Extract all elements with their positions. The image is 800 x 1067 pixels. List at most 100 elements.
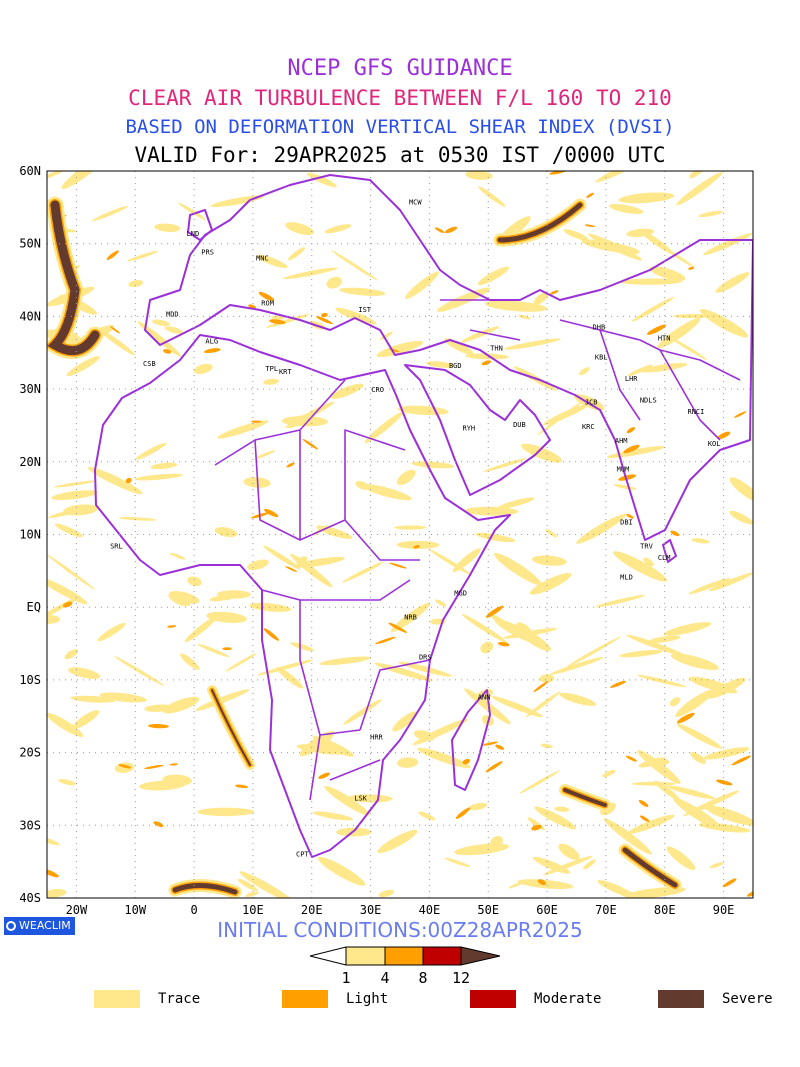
trace-patch [631, 781, 676, 786]
madagascar-coast [451, 689, 491, 791]
logo-ring-icon [6, 921, 16, 931]
trace-patch [539, 674, 555, 683]
trace-patch [657, 317, 701, 349]
station-label: TPL [265, 365, 278, 373]
station-label: ROM [261, 300, 274, 308]
trace-patch [534, 806, 577, 830]
trace-patch [715, 272, 750, 293]
trace-patch [426, 361, 455, 368]
light-patch [626, 513, 634, 519]
trace-patch [187, 576, 202, 587]
trace-patch [429, 549, 472, 575]
trace-patch [627, 364, 653, 377]
trace-patch [47, 614, 61, 624]
trace-patch [545, 529, 557, 538]
lon-label: 10W [124, 903, 146, 917]
light-patch [222, 647, 232, 651]
station-label: MUM [617, 465, 630, 473]
light-patch [731, 755, 751, 766]
station-label: HRR [370, 734, 383, 742]
trace-patch [206, 611, 247, 623]
trace-patch [417, 747, 471, 769]
light-patch [626, 427, 636, 434]
light-patch [258, 291, 275, 302]
trace-patch [331, 250, 378, 281]
trace-patch [290, 642, 314, 652]
trace-patch [444, 338, 474, 355]
lat-label: 30S [19, 818, 41, 832]
lon-label: 60E [536, 903, 558, 917]
trace-patch [673, 797, 723, 831]
trace-patch [690, 752, 707, 764]
trace-patch [508, 879, 530, 889]
trace-patch [312, 811, 354, 821]
light-patch [153, 821, 164, 828]
trace-patch [319, 656, 372, 666]
trace-patch [361, 484, 412, 501]
trace-patch [494, 553, 542, 586]
trace-patch [519, 770, 560, 794]
trace-patch [649, 266, 686, 281]
light-patch [302, 439, 319, 450]
light-patch [586, 192, 594, 198]
light-patch [144, 764, 164, 769]
trace-patch [464, 506, 519, 516]
station-label: KRC [582, 423, 595, 431]
trace-patch [529, 572, 572, 595]
trace-patch [729, 510, 753, 525]
trace-patch [377, 829, 418, 854]
light-patch [235, 784, 248, 789]
legend-trace-swatch [94, 990, 140, 1008]
trace-patch [698, 210, 723, 218]
trace-patch [282, 267, 339, 280]
trace-patch [154, 223, 181, 232]
station-label: DUB [513, 421, 526, 429]
severe-band [47, 200, 100, 356]
lon-label: 80E [654, 903, 676, 917]
light-patch [434, 227, 445, 233]
trace-patch [578, 367, 590, 376]
longitude-labels: 20W 10W 0 10E 20E 30E 40E 50E 60E 70E 80E 90E [66, 903, 735, 917]
trace-patch [216, 590, 251, 599]
uk-coast [187, 209, 213, 241]
trace-patch [688, 578, 731, 595]
station-label: DRS [419, 654, 432, 662]
light-patch [167, 625, 177, 628]
trace-patch [195, 689, 250, 711]
trace-patch [558, 843, 580, 860]
trace-patch [342, 561, 384, 583]
lat-label: 40N [19, 309, 41, 323]
light-patch [203, 348, 221, 354]
light-patch [148, 723, 169, 729]
trace-patch [306, 172, 337, 188]
graticule [47, 171, 753, 898]
light-patch [495, 744, 505, 750]
trace-patch [460, 326, 500, 343]
legend-moderate-swatch [470, 990, 516, 1008]
trace-patch [245, 891, 259, 897]
legend-moderate: Moderate [470, 990, 601, 1008]
light-patch [618, 474, 637, 481]
station-label: DBI [620, 518, 633, 526]
legend-moderate-label: Moderate [534, 991, 602, 1007]
light-patch [537, 879, 547, 886]
station-label: ANN [478, 694, 491, 702]
weaclim-logo: WEACLIM [4, 917, 75, 935]
trace-patch [128, 279, 143, 288]
trace-patch [162, 696, 200, 714]
legend-severe-label: Severe [722, 991, 773, 1007]
light-patch [250, 420, 262, 423]
trace-patch [380, 331, 393, 341]
trace-patch [364, 411, 404, 444]
lon-label: 20E [301, 903, 323, 917]
trace-patch [87, 466, 143, 495]
trace-patch [339, 287, 386, 296]
trace-patch [317, 856, 366, 886]
trace-patch [152, 319, 170, 327]
trace-patch [703, 747, 750, 760]
trace-patch [97, 328, 135, 356]
trace-patch [533, 291, 549, 305]
light-patch [623, 444, 640, 454]
trace-patch [491, 696, 544, 718]
legend-trace: Trace [94, 990, 200, 1008]
